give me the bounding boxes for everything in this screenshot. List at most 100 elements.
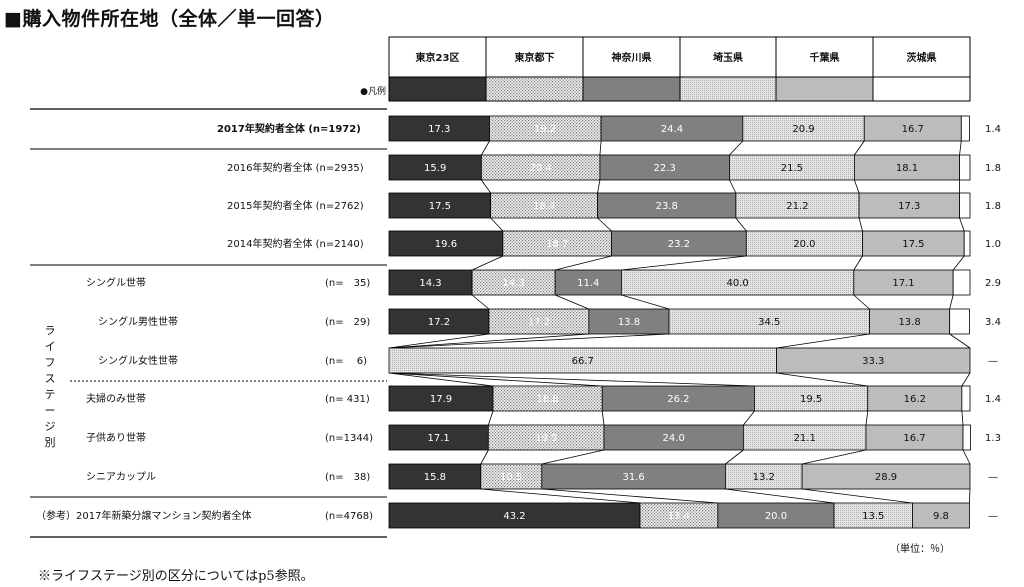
data-label-tokyo-other: 20.4 (530, 163, 552, 174)
data-label-kanagawa: 11.4 (577, 278, 599, 289)
data-label-saitama: 20.9 (792, 124, 814, 135)
bar-segment-tokyo23 (388, 115, 490, 142)
group-label-char: ー (45, 404, 56, 417)
bar-segment-chiba (912, 502, 970, 529)
data-label-chiba: 28.9 (875, 472, 897, 483)
data-label-saitama: 21.5 (781, 163, 803, 174)
bar-segment-tokyo23 (388, 502, 641, 529)
data-label-tokyo23: 19.6 (435, 239, 457, 250)
data-label-chiba: 17.5 (902, 239, 924, 250)
data-label-tokyo-other: 13.4 (668, 511, 690, 522)
row-label: 2017年契約者全体 (n=1972) (217, 122, 361, 135)
bar-segment-saitama (745, 230, 863, 257)
bar-segment-ibaraki (963, 230, 971, 257)
separator-lines (30, 108, 387, 538)
data-label-chiba: 17.3 (898, 201, 920, 212)
connector-line (853, 294, 870, 310)
data-label-ibaraki: — (988, 356, 998, 367)
bar-segment-tokyo-other (490, 192, 598, 219)
connector-line (959, 217, 965, 232)
connector-line (961, 372, 971, 387)
connector-line (621, 294, 670, 310)
connector-line (388, 333, 489, 349)
bar-segment-kanagawa (717, 502, 835, 529)
data-label-chiba: 16.7 (903, 433, 925, 444)
connector-line (949, 333, 971, 349)
data-label-tokyo23: 15.8 (424, 472, 446, 483)
data-label-saitama: 21.2 (786, 201, 808, 212)
data-label-tokyo23: 15.9 (424, 163, 446, 174)
connector-line (725, 488, 835, 504)
bar-segment-tokyo23 (388, 192, 492, 219)
data-label-chiba: 13.8 (898, 317, 920, 328)
bar-segment-saitama (724, 463, 803, 490)
data-label-chiba: 17.1 (892, 278, 914, 289)
data-label-tokyo23: 17.1 (428, 433, 450, 444)
data-label-tokyo23: 17.5 (429, 201, 451, 212)
row-n-label: (n=1344) (325, 433, 373, 444)
bar-segment-tokyo23 (388, 424, 489, 451)
connector-line (853, 255, 863, 271)
row-label: 子供あり世帯 (86, 431, 146, 444)
row-label: シングル女性世帯 (98, 354, 178, 367)
connector-line (865, 410, 869, 426)
data-label-tokyo23: 17.3 (428, 124, 450, 135)
row-label: シングル世帯 (86, 276, 146, 289)
connector-line (388, 372, 603, 387)
bar-segment-tokyo-other (480, 463, 543, 490)
bar-segment-tokyo23 (388, 463, 482, 490)
row-n-label: (n= 6) (325, 356, 367, 367)
bar-segment-tokyo-other (480, 154, 601, 181)
bar-segment-ibaraki (949, 308, 970, 335)
data-label-chiba: 18.1 (896, 163, 918, 174)
connector-line (854, 179, 860, 194)
connector-line (802, 449, 867, 465)
connector-line (858, 217, 863, 232)
data-label-ibaraki: 3.4 (985, 317, 1001, 328)
bar-segment-saitama (833, 502, 913, 529)
data-label-tokyo23: 17.9 (430, 394, 452, 405)
data-label-tokyo-other: 18.4 (533, 201, 555, 212)
bar-segment-saitama (742, 115, 865, 142)
bar-segment-kanagawa (611, 230, 747, 257)
data-label-ibaraki: 1.8 (985, 163, 1001, 174)
row-n-label: (n= 431) (325, 394, 370, 405)
row-label: 2016年契約者全体 (n=2935) (227, 161, 364, 174)
connector-line (729, 140, 744, 156)
bar-segment-tokyo-other (489, 115, 602, 142)
data-label-saitama: 13.2 (753, 472, 775, 483)
bar-segment-chiba (867, 385, 963, 412)
connector-line (490, 217, 504, 232)
data-label-ibaraki: 1.4 (985, 124, 1001, 135)
legend-swatch-kanagawa (582, 76, 681, 102)
legend-header-label-tokyo-other: 東京都下 (515, 51, 555, 64)
connector-line (541, 449, 605, 465)
data-label-tokyo-other: 19.2 (534, 124, 556, 135)
legend-header-label-ibaraki: 茨城県 (907, 51, 937, 64)
data-label-ibaraki: — (988, 472, 998, 483)
connector-line (962, 449, 971, 465)
connector-line (743, 410, 755, 426)
row-n-label: (n=4768) (325, 511, 373, 522)
data-label-kanagawa: 22.3 (654, 163, 676, 174)
bar-segment-tokyo-other (492, 385, 603, 412)
data-label-tokyo23: 43.2 (503, 511, 525, 522)
connector-line (776, 372, 868, 387)
row-n-label: (n= 35) (325, 278, 370, 289)
bars (388, 115, 971, 529)
bar-segment-saitama (735, 192, 860, 219)
connector-lines (388, 140, 971, 504)
data-label-kanagawa: 24.0 (663, 433, 685, 444)
legend-header-cell-ibaraki (872, 36, 971, 78)
connector-line (802, 488, 913, 504)
connector-line (597, 217, 612, 232)
data-label-chiba: 9.8 (933, 511, 949, 522)
connector-line (969, 488, 971, 504)
data-label-tokyo-other: 18.8 (536, 394, 558, 405)
row-label: 2015年契約者全体 (n=2762) (227, 199, 364, 212)
data-label-tokyo-other: 18.7 (546, 239, 568, 250)
data-label-saitama: 66.7 (572, 356, 594, 367)
row-label: （参考）2017年新築分譲マンション契約者全体 (36, 509, 251, 522)
data-label-tokyo-other: 19.9 (535, 433, 557, 444)
